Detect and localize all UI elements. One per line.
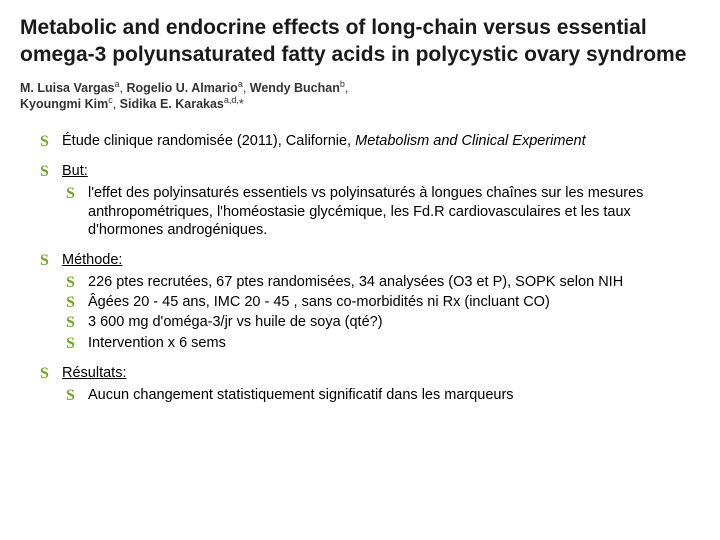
bullet-icon: S xyxy=(40,364,62,383)
item-text: Résultats: xyxy=(62,364,692,383)
list-item: S Étude clinique randomisée (2011), Cali… xyxy=(40,132,692,151)
list-item: S But: xyxy=(40,162,692,181)
item-text: Méthode: xyxy=(62,251,692,270)
list-item: S Méthode: xyxy=(40,251,692,270)
item-text: l'effet des polyinsaturés essentiels vs … xyxy=(88,184,692,240)
list-item: S l'effet des polyinsaturés essentiels v… xyxy=(40,184,692,240)
item-text: Étude clinique randomisée (2011), Califo… xyxy=(62,132,692,151)
bullet-icon: S xyxy=(66,334,88,353)
list-item: S Aucun changement statistiquement signi… xyxy=(40,386,692,405)
list-item: S 3 600 mg d'oméga-3/jr vs huile de soya… xyxy=(40,313,692,332)
item-text: But: xyxy=(62,162,692,181)
bullet-icon: S xyxy=(66,313,88,332)
list-item: S Intervention x 6 sems xyxy=(40,334,692,353)
paper-title: Metabolic and endocrine effects of long-… xyxy=(20,14,700,69)
bullet-icon: S xyxy=(40,162,62,181)
item-text: Âgées 20 - 45 ans, IMC 20 - 45 , sans co… xyxy=(88,293,692,312)
bullet-icon: S xyxy=(40,251,62,270)
item-text: Intervention x 6 sems xyxy=(88,334,692,353)
paper-authors: M. Luisa Vargasa, Rogelio U. Almarioa, W… xyxy=(20,79,700,111)
item-text: Aucun changement statistiquement signifi… xyxy=(88,386,692,405)
bullet-icon: S xyxy=(66,293,88,312)
slide-content: S Étude clinique randomisée (2011), Cali… xyxy=(0,117,720,405)
list-item: S Âgées 20 - 45 ans, IMC 20 - 45 , sans … xyxy=(40,293,692,312)
item-text: 226 ptes recrutées, 67 ptes randomisées,… xyxy=(88,273,692,292)
list-item: S 226 ptes recrutées, 67 ptes randomisée… xyxy=(40,273,692,292)
item-text: 3 600 mg d'oméga-3/jr vs huile de soya (… xyxy=(88,313,692,332)
bullet-icon: S xyxy=(66,273,88,292)
list-item: S Résultats: xyxy=(40,364,692,383)
bullet-icon: S xyxy=(66,386,88,405)
bullet-icon: S xyxy=(40,132,62,151)
paper-header: Metabolic and endocrine effects of long-… xyxy=(0,0,720,117)
bullet-icon: S xyxy=(66,184,88,203)
